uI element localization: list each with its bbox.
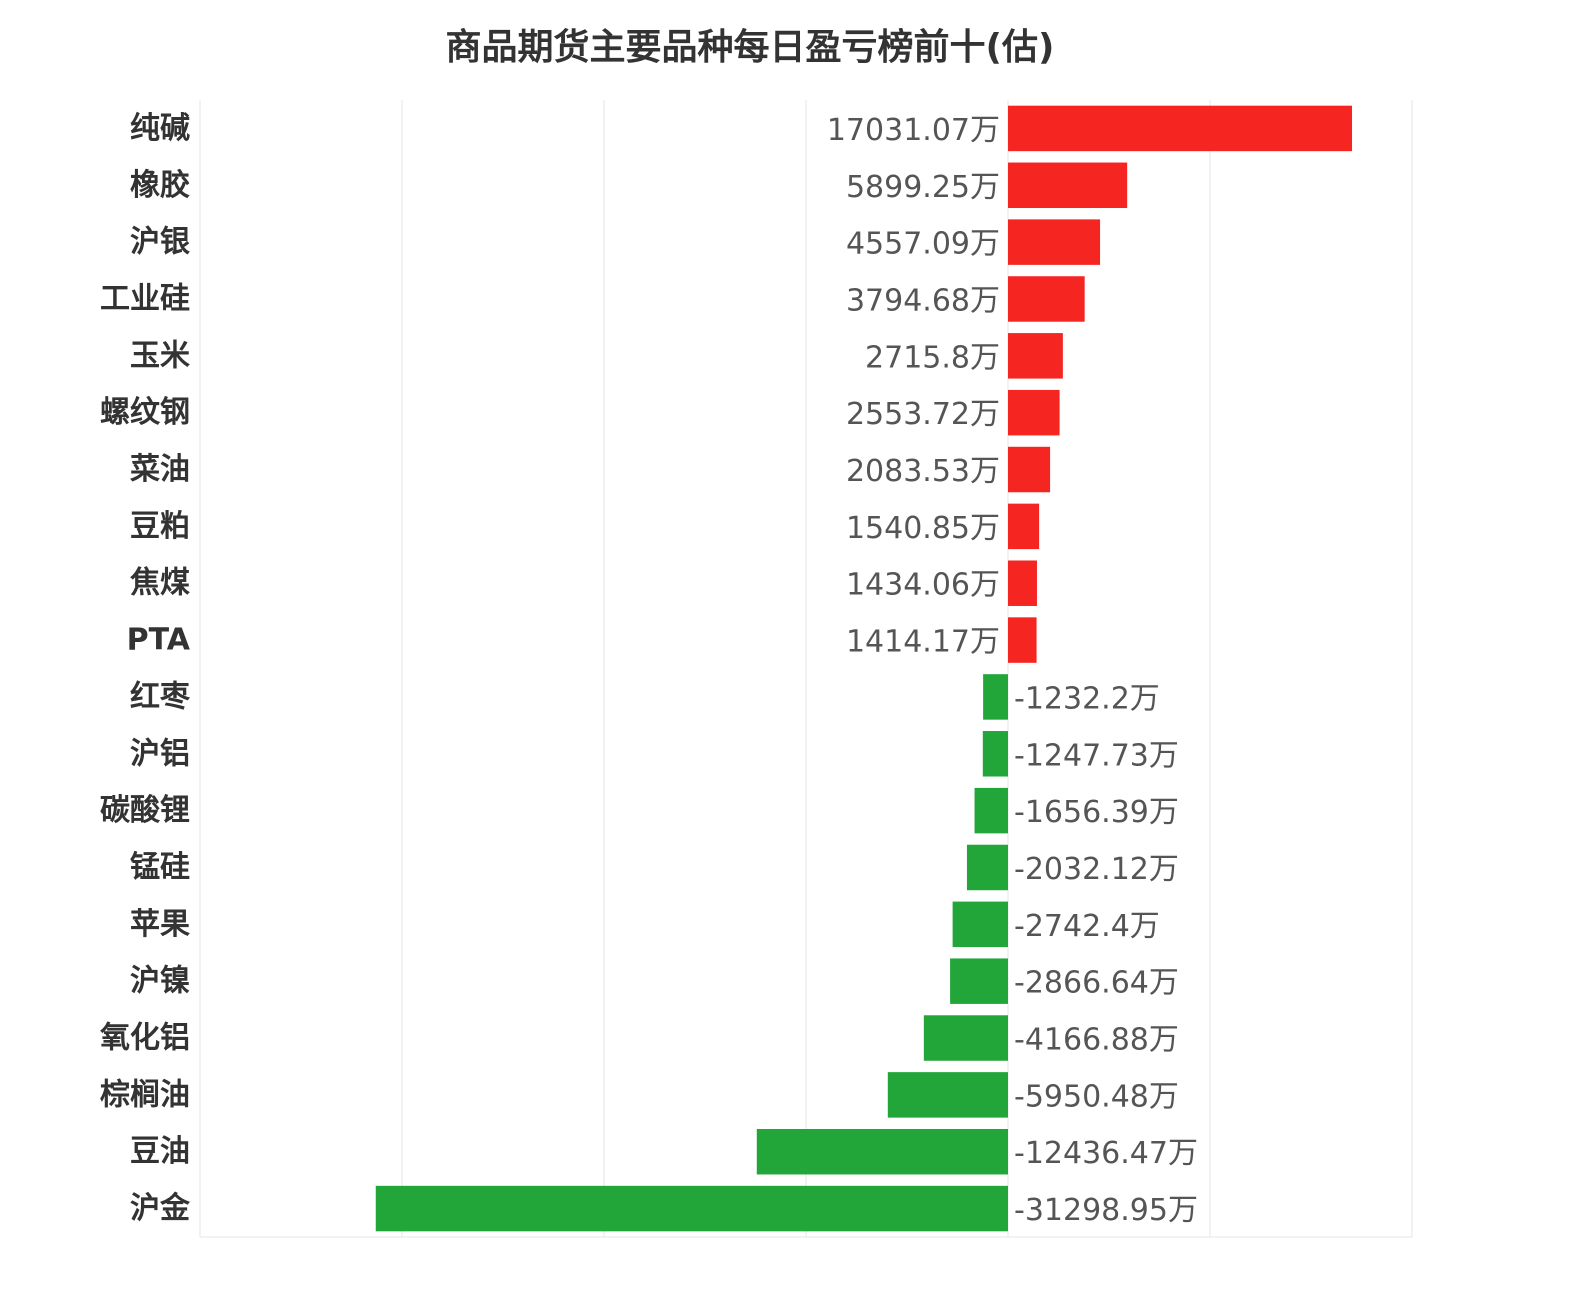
category-label: 氧化铝 <box>100 1021 190 1056</box>
bar <box>1008 389 1060 436</box>
category-label: 苹果 <box>130 907 190 942</box>
data-label: 4557.09万 <box>846 227 1000 262</box>
data-label: -2742.4万 <box>1014 909 1160 944</box>
data-label: 5899.25万 <box>846 170 1000 205</box>
bar <box>1008 162 1128 209</box>
category-label: 菜油 <box>130 452 190 487</box>
category-label: 沪银 <box>130 225 190 260</box>
category-label: 棕榈油 <box>100 1077 190 1112</box>
data-label: -2866.64万 <box>1014 966 1179 1001</box>
category-label: 螺纹钢 <box>100 395 190 430</box>
category-label: 沪金 <box>130 1191 191 1226</box>
category-label: 碳酸锂 <box>100 793 190 828</box>
bar <box>966 844 1008 891</box>
bar <box>375 1185 1008 1232</box>
bar <box>887 1072 1008 1118</box>
bar <box>952 901 1008 948</box>
category-label: 豆粕 <box>130 509 190 544</box>
data-label: -12436.47万 <box>1014 1136 1198 1171</box>
category-label: 纯碱 <box>130 111 190 146</box>
category-label: 焦煤 <box>130 566 190 601</box>
bar <box>950 958 1008 1004</box>
bar <box>974 787 1008 834</box>
bar <box>983 674 1008 720</box>
bar <box>1008 219 1101 265</box>
bar <box>1008 333 1063 379</box>
data-label: 1414.17万 <box>846 625 1000 660</box>
data-label: 1434.06万 <box>846 568 1000 603</box>
category-label: 玉米 <box>130 338 190 373</box>
bar <box>1008 276 1085 322</box>
data-label: -1247.73万 <box>1014 738 1179 773</box>
data-label: -1656.39万 <box>1014 795 1179 830</box>
data-label: -31298.95万 <box>1014 1193 1198 1228</box>
data-label: 2715.8万 <box>865 340 1000 375</box>
category-label: 沪铝 <box>130 736 190 771</box>
bar <box>1008 446 1051 493</box>
data-label: -5950.48万 <box>1014 1079 1179 1114</box>
category-label: 豆油 <box>130 1134 190 1169</box>
data-label: -2032.12万 <box>1014 852 1179 887</box>
category-label: 橡胶 <box>130 168 190 203</box>
bar <box>1008 617 1037 663</box>
data-label: -4166.88万 <box>1014 1023 1179 1058</box>
data-label: 2083.53万 <box>846 454 1000 489</box>
data-label: 17031.07万 <box>827 113 1000 148</box>
bar <box>756 1128 1008 1175</box>
category-label: 沪镍 <box>130 964 190 999</box>
data-label: 2553.72万 <box>846 397 1000 432</box>
data-label: 1540.85万 <box>846 511 1000 546</box>
data-label: -1232.2万 <box>1014 681 1160 716</box>
category-label: 红枣 <box>130 679 191 714</box>
bar <box>1008 105 1353 152</box>
category-label: 锰硅 <box>130 850 190 885</box>
category-label: PTA <box>127 623 191 658</box>
bar <box>982 731 1008 777</box>
bar <box>1008 503 1040 550</box>
bar <box>1008 560 1037 606</box>
bar <box>923 1015 1008 1061</box>
chart-title: 商品期货主要品种每日盈亏榜前十(估) <box>445 27 1055 68</box>
data-label: 3794.68万 <box>846 283 1000 318</box>
category-label: 工业硅 <box>100 281 190 316</box>
